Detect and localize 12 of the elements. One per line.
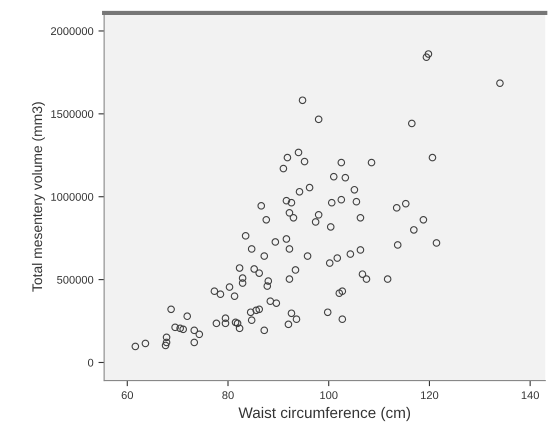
x-tick-label: 100	[320, 391, 338, 400]
y-tick-label: 2000000	[51, 27, 94, 36]
y-tick-label: 1500000	[51, 110, 94, 118]
x-tick-label: 120	[421, 391, 438, 400]
y-tick-label: 1000000	[51, 192, 94, 201]
y-tick-label: 500000	[57, 276, 94, 284]
x-axis-title: Waist circumference (cm)	[238, 406, 410, 422]
x-tick-label: 140	[522, 391, 539, 400]
x-tick-label: 60	[122, 391, 134, 400]
x-tick-label: 80	[222, 391, 234, 400]
y-axis-title: Total mesentery volume (mm3)	[32, 102, 45, 292]
y-tick-label: 0	[88, 358, 94, 367]
